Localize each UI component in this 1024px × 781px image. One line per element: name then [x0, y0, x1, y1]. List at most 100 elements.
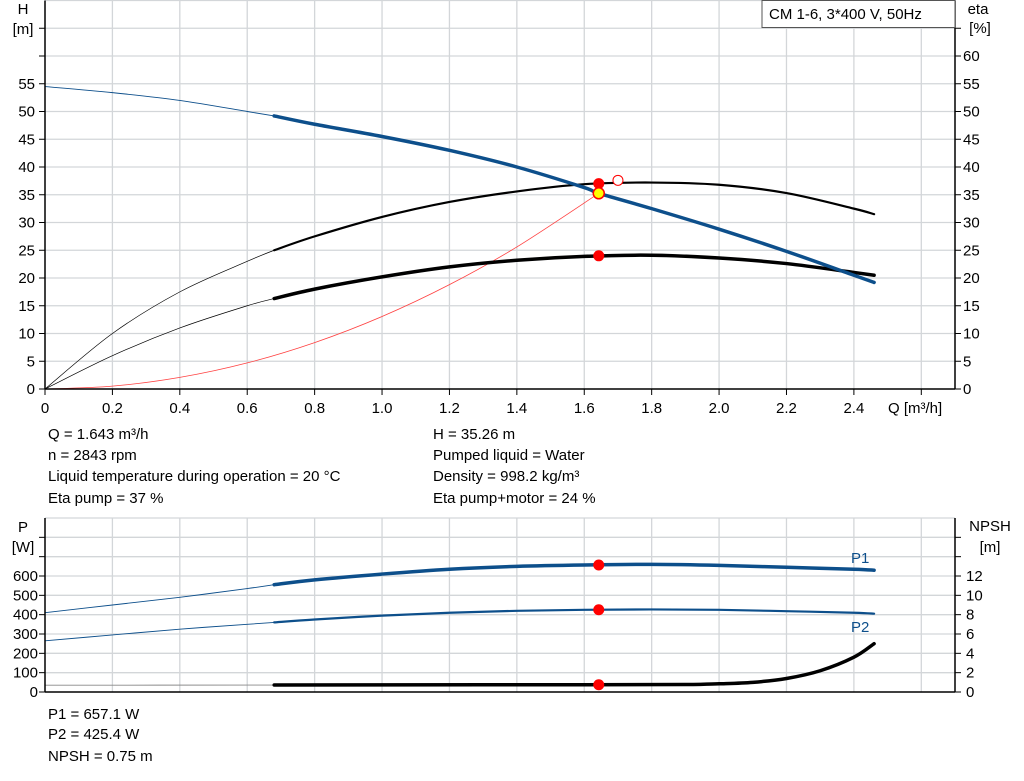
eta-tick-label: 5	[963, 353, 971, 370]
p1-curve	[272, 562, 876, 587]
eta-tick-label: 35	[963, 187, 980, 204]
q-tick-label: 0.8	[304, 400, 325, 417]
info-n: n = 2843 rpm	[48, 447, 137, 464]
grid-top	[45, 0, 955, 389]
q-tick-label: 1.0	[372, 400, 393, 417]
info-eta-total: Eta pump+motor = 24 %	[433, 490, 596, 507]
p-tick-label: 500	[13, 587, 38, 604]
info-npsh: NPSH = 0.75 m	[48, 748, 153, 765]
legend-text: CM 1-6, 3*400 V, 50Hz	[769, 6, 922, 23]
npsh-tick-label: 6	[966, 626, 974, 643]
eta-tick-label: 30	[963, 215, 980, 232]
h-tick-label: 5	[27, 353, 35, 370]
npsh-point	[593, 679, 605, 691]
q-tick-label: 1.6	[574, 400, 595, 417]
q-tick-label: 0.2	[102, 400, 123, 417]
h-tick-label: 35	[18, 187, 35, 204]
eta-total-curve-thin	[44, 298, 275, 390]
eta-tick-label: 0	[963, 381, 971, 398]
info-eta-pump: Eta pump = 37 %	[48, 490, 164, 507]
npsh-tick-label: 8	[966, 607, 974, 624]
npsh-tick-label: 0	[966, 684, 974, 701]
eta-tick-label: 10	[963, 326, 980, 343]
eta-pump-point	[593, 178, 605, 190]
h-tick-label: 50	[18, 104, 35, 121]
eta-axis-unit: [%]	[969, 20, 991, 37]
eta-tick-label: 45	[963, 131, 980, 148]
p-tick-label: 200	[13, 645, 38, 662]
npsh-tick-label: 2	[966, 665, 974, 682]
h-tick-label: 10	[18, 326, 35, 343]
info-q: Q = 1.643 m³/h	[48, 426, 148, 443]
h-tick-label: 30	[18, 215, 35, 232]
h-axis-label: H	[18, 1, 29, 18]
p-tick-label: 400	[13, 607, 38, 624]
npsh-tick-label: 10	[966, 587, 983, 604]
q-tick-label: 1.2	[439, 400, 460, 417]
p1-point	[593, 559, 605, 571]
npsh-axis-unit: [m]	[980, 539, 1001, 556]
info-temp: Liquid temperature during operation = 20…	[48, 468, 341, 485]
eta-total-point	[593, 250, 605, 262]
eta-tick-label: 40	[963, 159, 980, 176]
q-tick-label: 0	[41, 400, 49, 417]
npsh-tick-label: 4	[966, 645, 974, 662]
p1-label: P1	[851, 550, 869, 567]
h-tick-label: 20	[18, 270, 35, 287]
p-tick-label: 100	[13, 665, 38, 682]
p2-label: P2	[851, 619, 869, 636]
h-tick-label: 40	[18, 159, 35, 176]
info-p1: P1 = 657.1 W	[48, 706, 140, 723]
curves	[44, 86, 876, 691]
duty-point	[592, 187, 606, 200]
grid-bottom	[45, 517, 955, 692]
info-density: Density = 998.2 kg/m³	[433, 468, 579, 485]
eta-pump-curve-thin	[44, 249, 275, 390]
p-axis-label: P	[18, 519, 28, 536]
h-tick-label: 0	[27, 381, 35, 398]
system-curve	[44, 192, 599, 390]
eta-total-curve	[272, 253, 876, 301]
requested-point	[612, 174, 624, 186]
npsh-axis-label: NPSH	[969, 518, 1011, 535]
eta-tick-label: 20	[963, 270, 980, 287]
npsh-tick-label: 12	[966, 568, 983, 585]
q-tick-label: 1.8	[641, 400, 662, 417]
p-axis-unit: [W]	[12, 539, 35, 556]
q-axis-label: Q [m³/h]	[888, 400, 942, 417]
eta-pump-curve	[273, 181, 876, 252]
head-curve	[272, 114, 876, 285]
q-tick-label: 2.2	[776, 400, 797, 417]
h-axis-unit: [m]	[13, 21, 34, 38]
q-tick-label: 2.0	[709, 400, 730, 417]
eta-tick-label: 55	[963, 76, 980, 93]
legend-box	[761, 0, 956, 28]
p1-curve-thin	[44, 584, 275, 614]
eta-tick-label: 15	[963, 298, 980, 315]
p2-point	[593, 604, 605, 616]
info-h: H = 35.26 m	[433, 426, 515, 443]
axes: 0510152025303540455055051015202530354045…	[13, 0, 983, 701]
eta-axis-label: eta	[968, 1, 990, 18]
head-curve-thin	[44, 86, 275, 117]
p2-curve-thin	[44, 621, 275, 642]
eta-tick-label: 50	[963, 104, 980, 121]
q-tick-label: 0.6	[237, 400, 258, 417]
h-tick-label: 25	[18, 242, 35, 259]
h-tick-label: 15	[18, 298, 35, 315]
npsh-curve	[272, 641, 876, 687]
p2-curve	[273, 608, 876, 624]
p-tick-label: 600	[13, 568, 38, 585]
info-p2: P2 = 425.4 W	[48, 726, 140, 743]
q-tick-label: 2.4	[843, 400, 864, 417]
q-tick-label: 1.4	[506, 400, 527, 417]
q-tick-label: 0.4	[169, 400, 190, 417]
p-tick-label: 300	[13, 626, 38, 643]
p-tick-label: 0	[30, 684, 38, 701]
eta-tick-label: 60	[963, 48, 980, 65]
h-tick-label: 45	[18, 131, 35, 148]
h-tick-label: 55	[18, 76, 35, 93]
info-liquid: Pumped liquid = Water	[433, 447, 585, 464]
eta-tick-label: 25	[963, 242, 980, 259]
